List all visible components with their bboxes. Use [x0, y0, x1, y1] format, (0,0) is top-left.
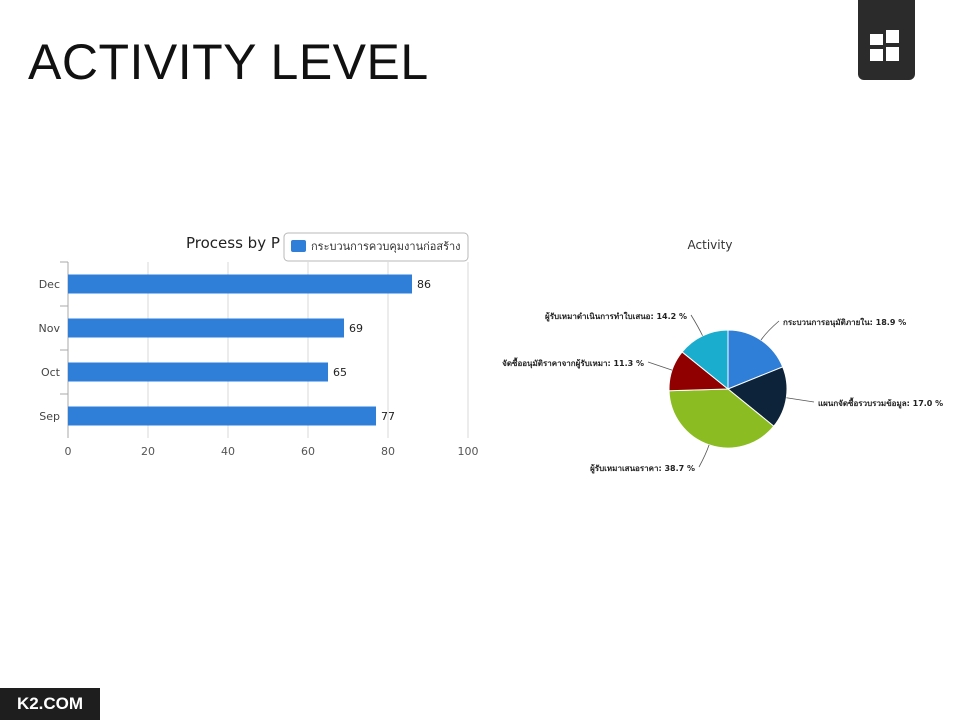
y-category-label: Dec: [39, 278, 60, 291]
chart-legend: กระบวนการควบคุมงานก่อสร้าง: [283, 232, 469, 262]
slide-title: ACTIVITY LEVEL: [28, 34, 429, 90]
slice-label: จัดซื้ออนุมัติราคาจากผู้รับเหมา: 11.3 %: [502, 357, 644, 369]
connector-line: [690, 314, 703, 336]
footer-brand: K2.COM: [0, 688, 100, 720]
slice-label: แผนกจัดซื้อรวบรวมข้อมูล: 17.0 %: [818, 397, 943, 409]
x-tick-label: 60: [301, 445, 315, 458]
y-category-label: Sep: [39, 410, 60, 423]
connector-line: [786, 397, 815, 403]
bar-chart: 0 20 40 60 80 100 Dec 86 Nov 69 Oct 65 Sep 77 Process …: [39, 232, 479, 458]
pie-slice: [727, 329, 784, 390]
connector-line: [760, 320, 780, 341]
legend-box: [283, 232, 469, 262]
y-category-label: Oct: [41, 366, 61, 379]
data-label: 65: [333, 366, 347, 379]
data-label: 86: [417, 278, 431, 291]
bar: [68, 274, 412, 294]
slice-label: ผู้รับเหมาเสนอราคา: 38.7 %: [590, 463, 695, 474]
legend-swatch: [291, 240, 306, 252]
slice-label: กระบวนการอนุมัติภายใน: 18.9 %: [783, 317, 906, 328]
chart-title: Process by P: [186, 234, 280, 252]
slice-label: ผู้รับเหมาดำเนินการทำใบเสนอ: 14.2 %: [545, 311, 687, 322]
x-tick-label: 20: [141, 445, 155, 458]
pie-slice: [681, 329, 729, 391]
pie-slice: [668, 388, 775, 449]
pie-chart: Activity กระบวนการอนุมัติภายใน: 18.9 % แผน…: [502, 238, 943, 474]
y-category-label: Nov: [39, 322, 61, 335]
x-tick-label: 40: [221, 445, 235, 458]
x-tick-label: 0: [65, 445, 72, 458]
x-tick-label: 100: [458, 445, 479, 458]
data-label: 77: [381, 410, 395, 423]
x-tick-label: 80: [381, 445, 395, 458]
grid-logo-icon: [870, 30, 899, 61]
legend-label: กระบวนการควบคุมงานก่อสร้าง: [311, 240, 461, 253]
connector-line: [647, 361, 673, 371]
chart-title: Activity: [688, 238, 733, 252]
connector-line: [698, 444, 710, 468]
bar: [68, 362, 328, 382]
bar: [68, 318, 344, 338]
logo: [858, 0, 915, 80]
data-label: 69: [349, 322, 363, 335]
bar: [68, 406, 376, 426]
